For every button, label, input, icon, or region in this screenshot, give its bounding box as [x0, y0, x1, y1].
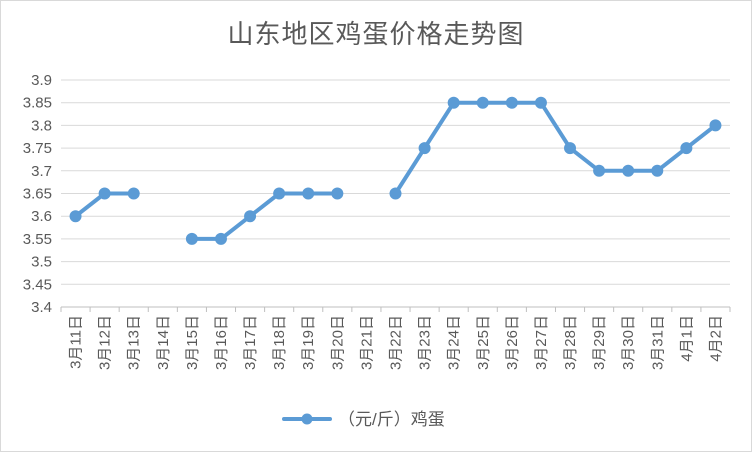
x-tick-label: 3月25日 — [475, 315, 492, 370]
data-point — [622, 164, 635, 177]
y-tick-label: 3.65 — [23, 186, 52, 203]
gridlines — [61, 79, 730, 285]
y-tick-label: 3.7 — [31, 163, 52, 180]
x-tick-label: 4月1日 — [678, 315, 695, 362]
y-tick-label: 3.8 — [31, 117, 52, 134]
x-tick-label: 3月20日 — [329, 315, 346, 370]
legend: （元/斤）鸡蛋 — [282, 410, 445, 429]
data-point — [593, 164, 606, 177]
x-tick-label: 3月19日 — [300, 315, 317, 370]
x-tick-label: 3月24日 — [446, 315, 463, 370]
legend-label: （元/斤）鸡蛋 — [338, 410, 445, 429]
y-tick-label: 3.6 — [31, 208, 52, 225]
data-point — [564, 142, 577, 155]
x-tick-label: 3月14日 — [155, 315, 172, 370]
x-tick-label: 3月22日 — [388, 315, 405, 370]
y-tick-label: 3.9 — [31, 72, 52, 89]
x-tick-label: 3月21日 — [358, 315, 375, 370]
x-tick-label: 3月26日 — [504, 315, 521, 370]
data-point — [476, 96, 489, 109]
data-point — [98, 187, 111, 200]
x-tick-label: 3月17日 — [242, 315, 259, 370]
x-tick-label: 3月12日 — [97, 315, 114, 370]
data-point — [185, 232, 198, 245]
legend-swatch-marker — [301, 413, 313, 425]
y-tick-label: 3.5 — [31, 254, 52, 271]
data-point — [447, 96, 460, 109]
y-tick-label: 3.45 — [23, 276, 52, 293]
x-tick-label: 3月23日 — [417, 315, 434, 370]
data-point — [505, 96, 518, 109]
y-tick-label: 3.4 — [31, 299, 52, 316]
x-axis — [60, 306, 731, 312]
x-tick-label: 3月16日 — [213, 315, 230, 370]
data-point — [127, 187, 140, 200]
x-tick-label: 3月30日 — [620, 315, 637, 370]
data-point — [273, 187, 286, 200]
x-tick-label: 3月28日 — [562, 315, 579, 370]
data-point — [418, 142, 431, 155]
data-point — [69, 210, 82, 223]
chart-title: 山东地区鸡蛋价格走势图 — [227, 20, 525, 50]
x-tick-label: 3月11日 — [68, 315, 85, 369]
x-tick-label: 3月18日 — [271, 315, 288, 370]
y-tick-label: 3.85 — [23, 95, 52, 112]
x-tick-label: 3月15日 — [184, 315, 201, 370]
data-point — [214, 232, 227, 245]
y-tick-labels: 3.4 3.45 3.5 3.55 3.6 3.65 3.7 3.75 3.8 3.85 3.9 — [23, 72, 52, 316]
x-tick-label: 3月27日 — [533, 315, 550, 370]
x-tick-label: 4月2日 — [707, 315, 724, 362]
series-line — [393, 100, 718, 196]
data-point — [244, 210, 257, 223]
data-point — [651, 164, 664, 177]
y-tick-label: 3.55 — [23, 231, 52, 248]
data-point — [389, 187, 402, 200]
data-point — [534, 96, 547, 109]
data-point — [709, 119, 722, 132]
x-tick-label: 3月29日 — [591, 315, 608, 370]
y-tick-label: 3.75 — [23, 140, 52, 157]
x-tick-label: 3月13日 — [126, 315, 143, 370]
x-tick-label: 3月31日 — [649, 315, 666, 370]
x-tick-labels: 3月11日 3月12日 3月13日 3月14日 3月15日 3月16日 3月17日 3月18日… — [68, 315, 725, 370]
series-layer — [69, 96, 722, 245]
data-point — [680, 142, 693, 155]
data-point — [331, 187, 344, 200]
data-point — [302, 187, 315, 200]
